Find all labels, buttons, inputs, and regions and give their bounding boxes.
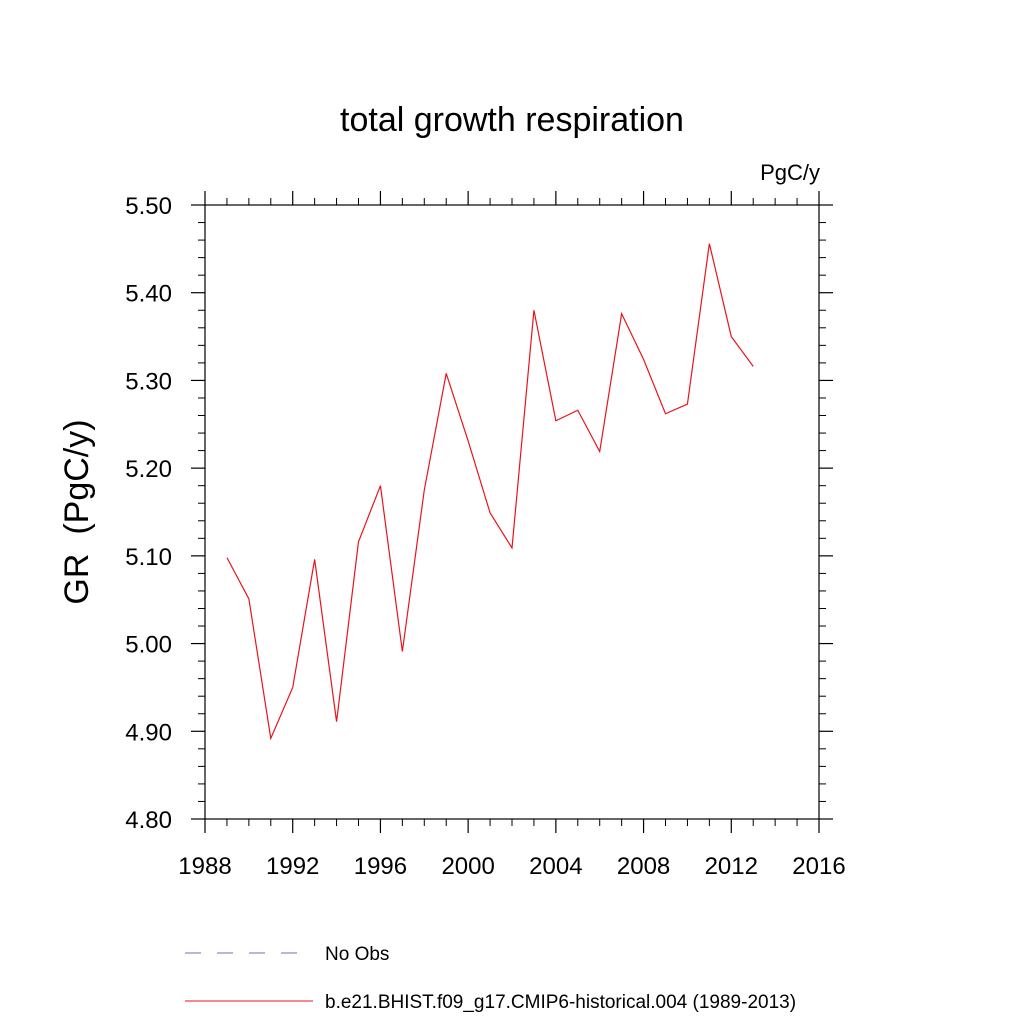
axis-ticks [191,191,833,833]
x-tick-label: 2012 [705,853,758,880]
x-tick-label: 1992 [266,853,319,880]
y-tick-label: 5.50 [125,193,172,220]
data-point [532,308,536,312]
y-tick-label: 5.20 [125,456,172,483]
data-point [444,371,448,375]
plot-frame [204,204,820,820]
y-tick-label: 4.90 [125,719,172,746]
data-point [488,511,492,515]
data-point [357,540,361,544]
legend-label: b.e21.BHIST.f09_g17.CMIP6-historical.004… [325,992,796,1013]
tick-labels: 1988 1992 1996 2000 2004 2008 2012 2016 4.80 4.90… [125,193,845,880]
data-point [729,335,733,339]
data-point [510,546,514,550]
x-tick-label: 1996 [354,853,407,880]
data-point [400,649,404,653]
data-point [620,312,624,316]
data-point [576,408,580,412]
legend-label: No Obs [325,944,389,965]
y-tick-label: 4.80 [125,807,172,834]
units-label: PgC/y [760,160,820,185]
data-point [247,597,251,601]
x-tick-label: 2004 [529,853,582,880]
data-point [225,556,229,560]
data-point [378,484,382,488]
data-point [291,685,295,689]
x-tick-label: 2000 [441,853,494,880]
data-point [642,357,646,361]
data-point [313,557,317,561]
chart-title: total growth respiration [340,101,684,139]
y-axis-label: GR (PgC/y) [58,419,96,604]
y-tick-label: 5.30 [125,368,172,395]
data-point [751,364,755,368]
data-point [685,402,689,406]
data-point [707,242,711,246]
data-point [269,736,273,740]
data-point [335,720,339,724]
data-point [466,439,470,443]
x-tick-label: 1988 [178,853,231,880]
x-tick-label: 2008 [617,853,670,880]
data-point [664,412,668,416]
y-tick-label: 5.00 [125,632,172,659]
y-tick-label: 5.40 [125,281,172,308]
data-point [554,419,558,423]
data-point [422,488,426,492]
y-tick-label: 5.10 [125,544,172,571]
legend: No Obs b.e21.BHIST.f09_g17.CMIP6-historic… [185,944,796,1013]
x-tick-label: 2016 [792,853,845,880]
series-line [226,243,754,741]
data-series [225,242,755,741]
data-point [598,449,602,453]
